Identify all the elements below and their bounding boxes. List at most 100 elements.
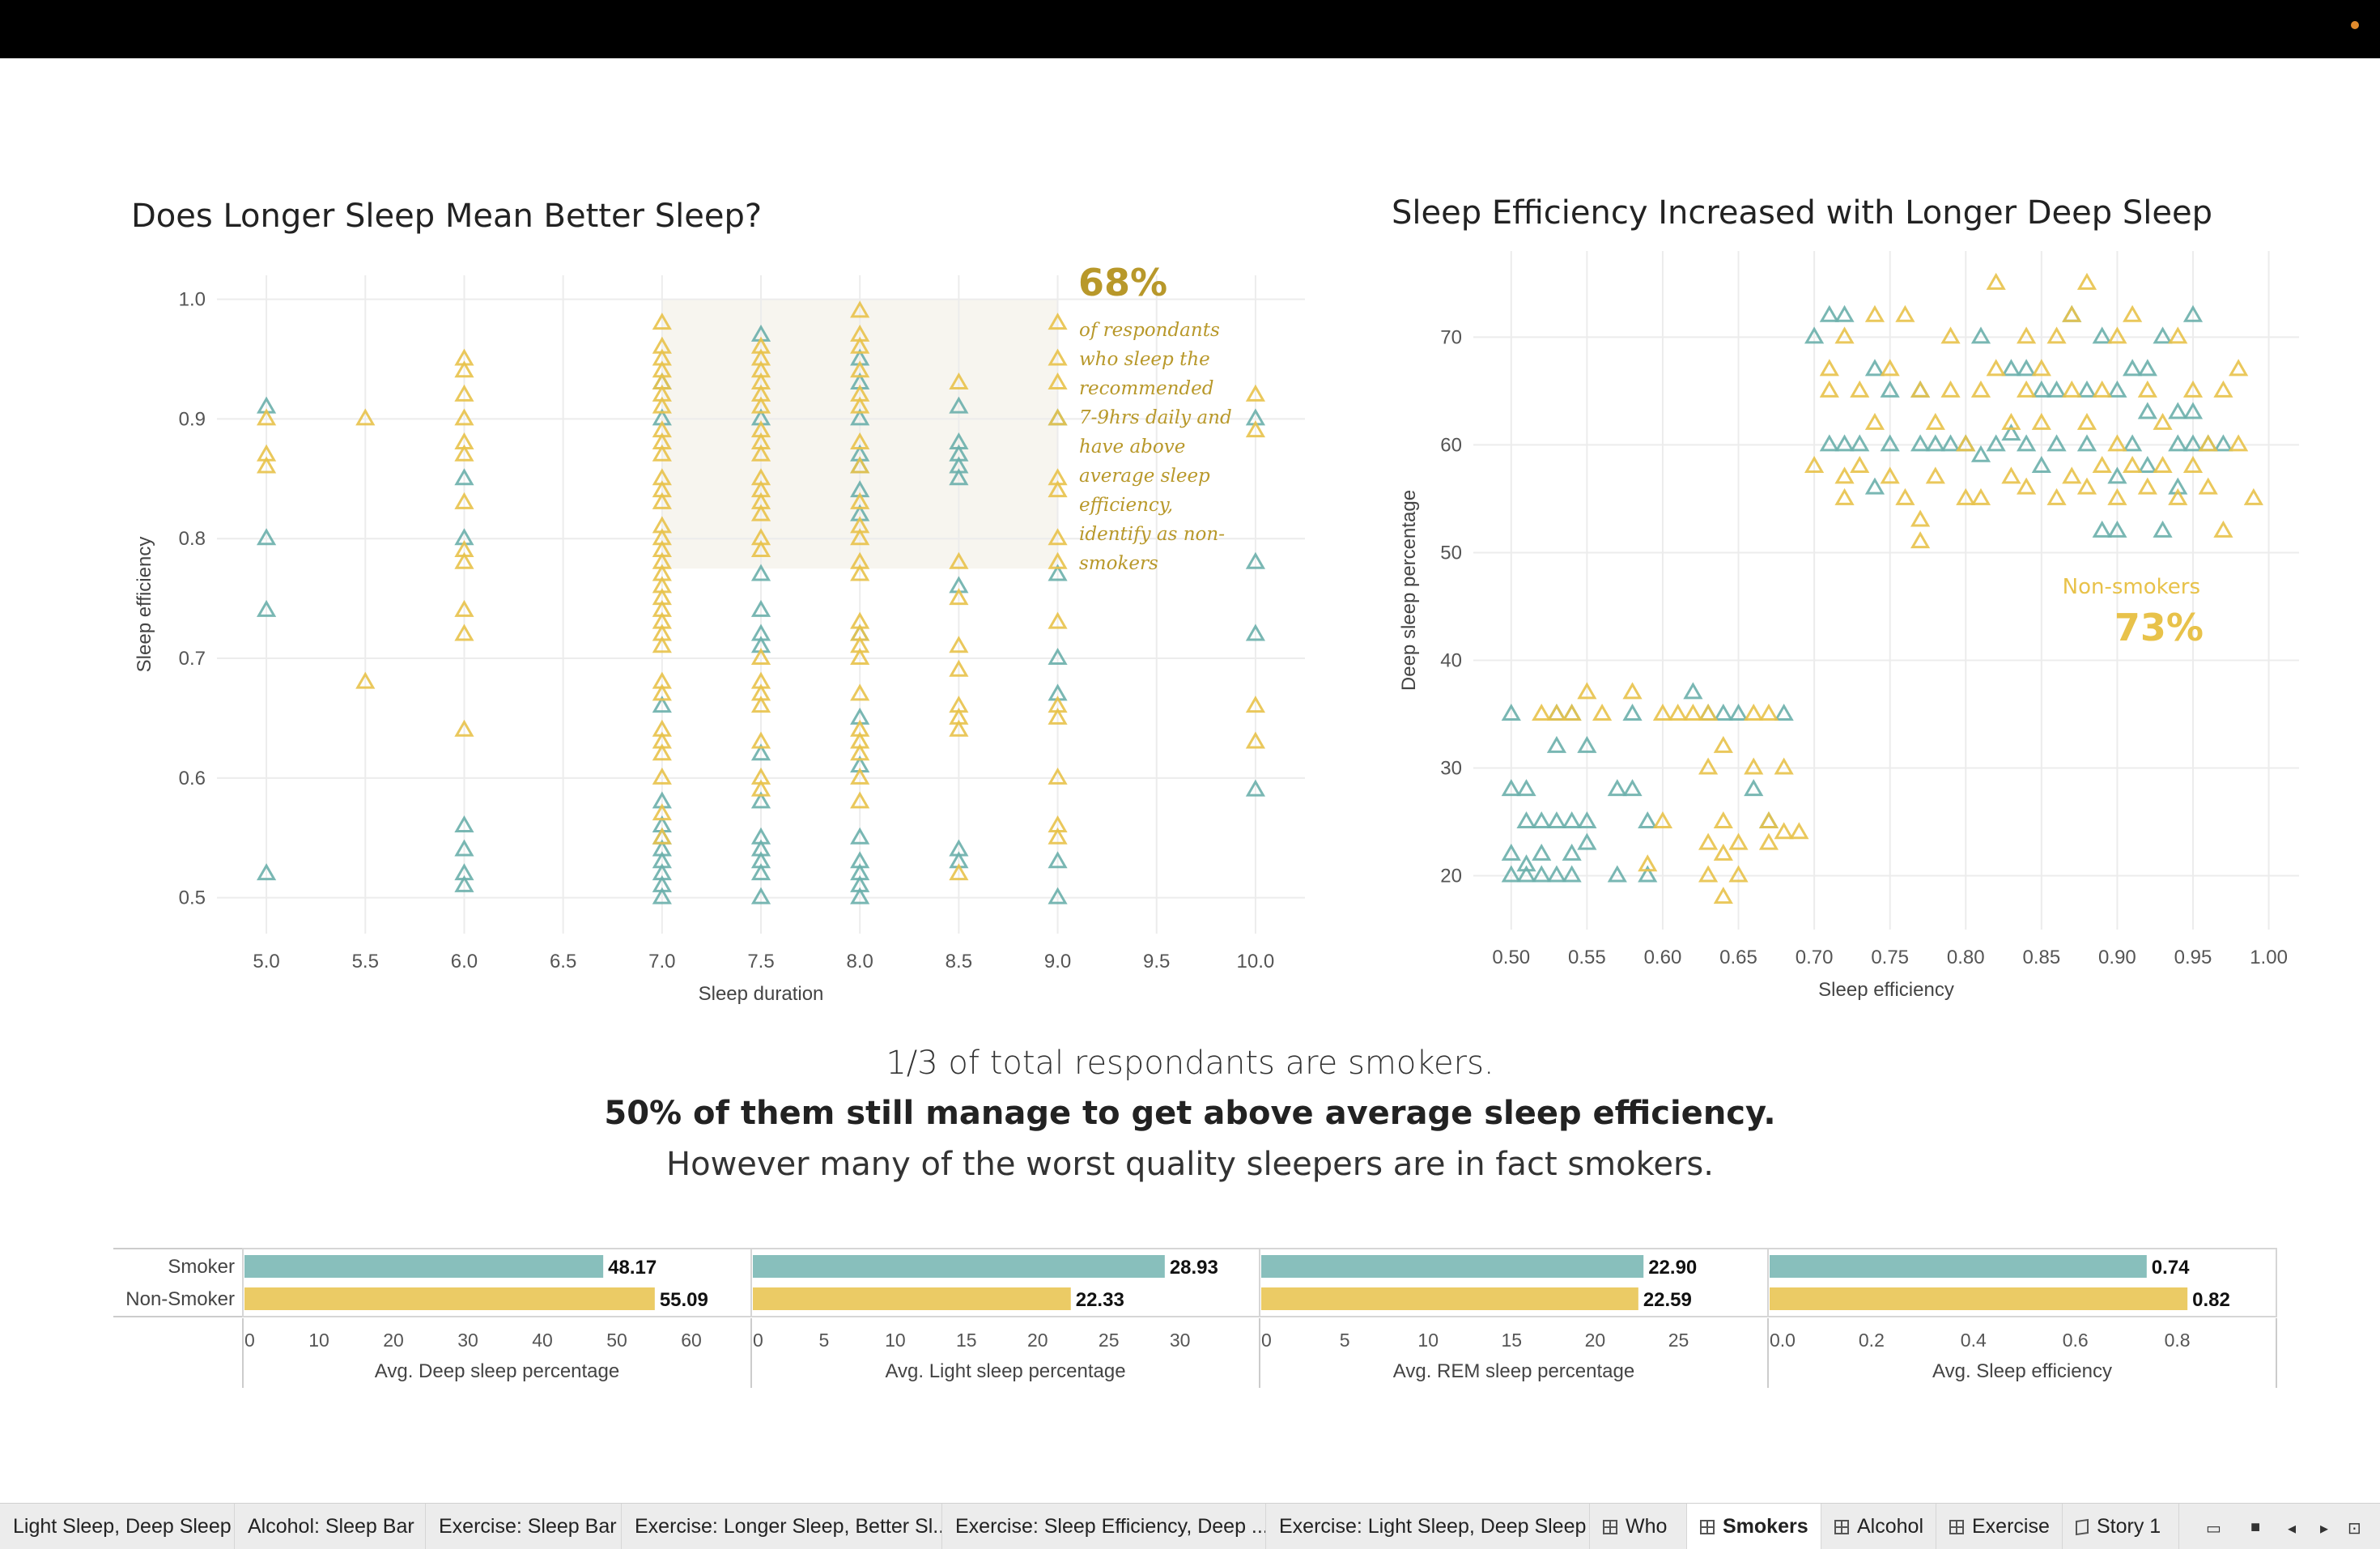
tab-who[interactable]: Who xyxy=(1590,1504,1687,1549)
x-tick-label: 1.00 xyxy=(2250,947,2288,968)
chart1-annotation-percent: 68% xyxy=(1078,261,1168,304)
y-axis-label: Sleep efficiency xyxy=(134,537,155,673)
nonsmoker-point xyxy=(2001,466,2021,484)
nonsmoker-point xyxy=(355,408,376,426)
smoker-point xyxy=(1501,703,1521,721)
smoker-point xyxy=(1577,832,1597,850)
smoker-point xyxy=(1970,326,1991,344)
nonsmoker-point xyxy=(1864,304,1885,322)
smoker-point xyxy=(1910,434,1931,452)
smoker-point xyxy=(2076,380,2097,398)
smoker-point xyxy=(2001,423,2021,441)
nonsmoker-point xyxy=(1970,487,1991,505)
tab-exercise-sleep-efficiency-deep[interactable]: Exercise: Sleep Efficiency, Deep ... xyxy=(942,1504,1266,1549)
smoker-point xyxy=(1532,811,1552,828)
nonsmoker-point xyxy=(2153,456,2173,474)
nonsmoker-point xyxy=(2229,359,2249,377)
smoker-point xyxy=(1728,703,1749,721)
tab-exercise-sleep-bar[interactable]: Exercise: Sleep Bar xyxy=(426,1504,622,1549)
smoker-point xyxy=(2123,434,2143,452)
smoker-point xyxy=(1048,887,1068,904)
next-sheet-icon[interactable]: ▸ xyxy=(2320,1520,2329,1538)
prev-sheet-icon[interactable]: ◂ xyxy=(2288,1520,2297,1538)
bar-tick-label: 10 xyxy=(308,1330,329,1351)
nonsmoker-point xyxy=(652,767,672,785)
smoker-point xyxy=(1607,865,1627,883)
x-tick-label: 7.5 xyxy=(747,951,774,972)
bar-tick-label: 5 xyxy=(819,1330,830,1351)
bar-tick-label: 15 xyxy=(956,1330,977,1351)
smoker-point xyxy=(2168,477,2188,495)
nonsmoker-point xyxy=(2017,326,2037,344)
nonsmoker-point xyxy=(850,791,870,809)
smoker-point xyxy=(750,564,771,581)
smoker-point xyxy=(1562,843,1582,861)
nonsmoker-point xyxy=(1698,832,1719,850)
y-tick-label: 0.7 xyxy=(179,648,206,670)
smoker-point xyxy=(2182,304,2204,322)
smoker-point xyxy=(850,887,870,904)
tab-label: Exercise xyxy=(1972,1515,2050,1538)
smoker-point xyxy=(1819,434,1839,452)
nonsmoker-point xyxy=(1048,348,1068,366)
nonsmoker-point xyxy=(2153,412,2173,430)
smoker-point xyxy=(1622,703,1643,721)
smoker-point xyxy=(2076,434,2097,452)
tab-label: Light Sleep, Deep Sleep xyxy=(13,1515,232,1538)
nonsmoker-point xyxy=(1895,304,1915,322)
x-axis-label: Sleep efficiency xyxy=(1818,979,1954,1001)
tab-label: Alcohol: Sleep Bar xyxy=(248,1515,414,1538)
nonsmoker-point xyxy=(1819,380,1839,398)
smoker-point xyxy=(256,599,277,617)
tile-view-icon[interactable]: ■ xyxy=(2250,1518,2261,1536)
smoker-point xyxy=(2107,466,2127,484)
smoker-point xyxy=(652,887,672,904)
nonsmoker-point xyxy=(949,551,969,569)
smoker-point xyxy=(2168,434,2188,452)
nonsmoker-point xyxy=(355,671,376,689)
deep-sleep-scatter: 0.50 0.55 0.60 0.65 0.70 0.75 0.80 0.85 0.90 0.95… xyxy=(1398,251,2299,1001)
bar-value-label: 55.09 xyxy=(660,1289,708,1311)
nonsmoker-point xyxy=(949,659,969,677)
status-dot xyxy=(2351,21,2359,29)
tab-exercise-light-sleep-deep-sleep[interactable]: Exercise: Light Sleep, Deep Sleep xyxy=(1266,1504,1590,1549)
tab-story-1[interactable]: Story 1 xyxy=(2063,1504,2179,1549)
tab-exercise[interactable]: Exercise xyxy=(1936,1504,2063,1549)
grid-view-icon[interactable]: ▭ xyxy=(2206,1520,2221,1538)
tab-alcohol-sleep-bar[interactable]: Alcohol: Sleep Bar xyxy=(235,1504,426,1549)
tab-light-sleep-deep-sleep[interactable]: Light Sleep, Deep Sleep xyxy=(0,1504,235,1549)
nonsmoker-point xyxy=(1744,757,1764,775)
nonsmoker-point xyxy=(652,492,672,509)
nonsmoker-point xyxy=(850,432,870,449)
nonsmoker-point xyxy=(454,719,474,737)
chart2-annotation-percent: 73% xyxy=(2114,606,2204,649)
dashboard-icon xyxy=(1700,1520,1715,1534)
tab-label: Story 1 xyxy=(2097,1515,2161,1538)
nonsmoker-point xyxy=(949,863,969,881)
nonsmoker-point xyxy=(850,336,870,354)
smoker-point xyxy=(1622,779,1643,797)
bar-tick-label: 30 xyxy=(457,1330,478,1351)
smoker-point xyxy=(750,863,771,881)
nonsmoker-point xyxy=(652,636,672,653)
tab-exercise-longer-sleep-better-sl[interactable]: Exercise: Longer Sleep, Better Sl... xyxy=(622,1504,942,1549)
nonsmoker-point xyxy=(2137,380,2157,398)
nonsmoker-point xyxy=(1713,811,1733,828)
nonsmoker-point xyxy=(850,648,870,666)
smoker-point xyxy=(256,863,277,881)
tab-smokers[interactable]: Smokers xyxy=(1687,1504,1821,1549)
nonsmoker-point xyxy=(1910,509,1931,527)
smoker-point xyxy=(1562,811,1582,828)
bar-tick-label: 25 xyxy=(1668,1330,1689,1351)
nonsmoker-point xyxy=(1592,703,1613,721)
smoker-point xyxy=(850,408,870,426)
nonsmoker-point xyxy=(1048,827,1068,845)
smoker-point xyxy=(2107,380,2127,398)
bar-tick-label: 20 xyxy=(1027,1330,1048,1351)
tab-alcohol[interactable]: Alcohol xyxy=(1821,1504,1936,1549)
x-tick-label: 9.5 xyxy=(1143,951,1170,972)
nonsmoker-point xyxy=(1986,359,2006,377)
x-axis-label: Sleep duration xyxy=(699,983,824,1005)
present-icon[interactable]: ⊡ xyxy=(2348,1520,2361,1538)
y-tick-label: 70 xyxy=(1440,326,1462,348)
